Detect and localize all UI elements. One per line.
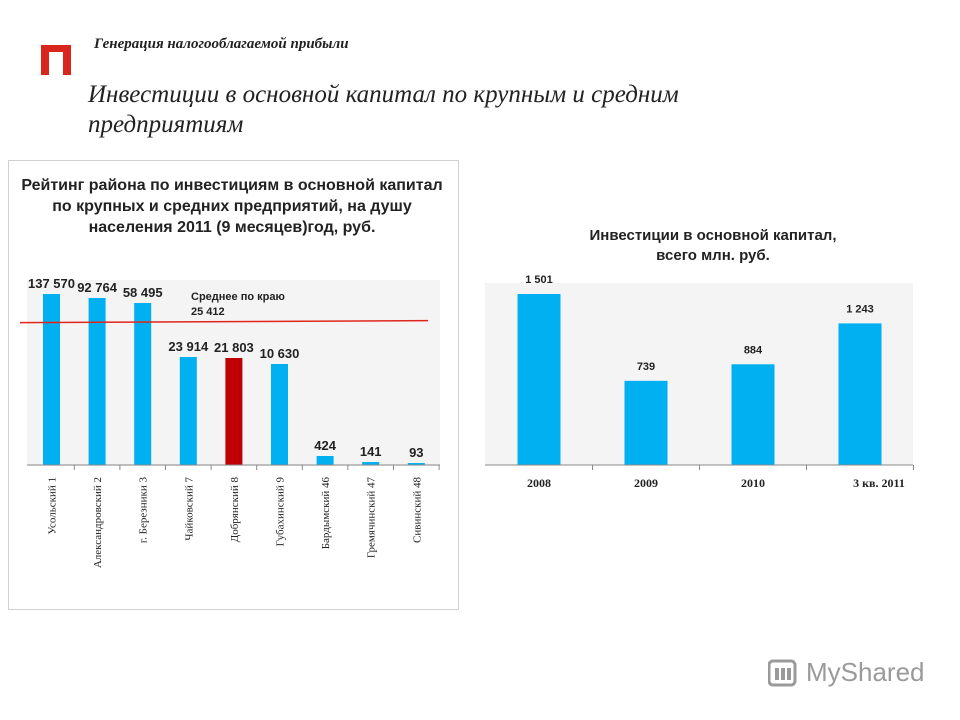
right-bar-value-label: 884 <box>744 344 763 356</box>
left-category-label: Сивинский 48 <box>411 477 423 543</box>
mr-logo-bar-2 <box>781 668 785 680</box>
right-bar-value-label: 1 501 <box>525 274 553 286</box>
left-bar-value-label: 21 803 <box>214 340 254 355</box>
left-bar-value-label: 23 914 <box>168 339 209 354</box>
left-bar <box>362 462 380 465</box>
left-category-label: Усольский 1 <box>47 477 59 534</box>
left-bar-value-label: 58 495 <box>123 285 163 300</box>
right-category-label: 2009 <box>634 476 658 490</box>
mr-logo-box <box>768 659 797 687</box>
right-chart-title-line: Инвестиции в основной капитал, <box>589 227 836 244</box>
left-category-label: Гремячинский 47 <box>366 477 378 559</box>
left-bar <box>43 294 60 465</box>
right-bar-value-label: 1 243 <box>846 303 874 315</box>
left-category-label: Губахинский 9 <box>275 477 287 547</box>
mr-logo-bar-3 <box>787 668 791 680</box>
left-category-label: Бардымский 46 <box>320 477 332 550</box>
right-bar <box>731 364 775 465</box>
left-bar-value-label: 141 <box>360 444 382 459</box>
left-category-label: Добрянский 8 <box>229 477 241 543</box>
right-bar <box>624 380 668 465</box>
right-category-label: 3 кв. 2011 <box>853 476 905 490</box>
left-bar-value-label: 92 764 <box>77 280 118 295</box>
company-logo-icon <box>41 45 71 75</box>
left-chart-title-line: по крупных и средних предприятий, на душ… <box>52 198 412 215</box>
mr-logo-icon <box>768 659 797 687</box>
average-reference-line <box>19 319 429 324</box>
right-bar-value-label: 739 <box>637 361 655 373</box>
average-value-label: 25 412 <box>191 306 225 318</box>
left-chart-title-line: населения 2011 (9 месяцев)год, руб. <box>89 219 376 236</box>
watermark-text: MyShared <box>806 657 925 687</box>
right-bar <box>517 294 561 465</box>
left-bar <box>134 303 152 465</box>
mr-logo-bar-1 <box>775 668 779 680</box>
left-bar <box>407 463 425 465</box>
left-bar-value-label: 10 630 <box>260 346 300 361</box>
header-subtitle: Генерация налогооблагаемой прибыли <box>94 36 349 52</box>
left-category-label: Чайковский 7 <box>183 477 195 541</box>
right-bar <box>838 323 882 465</box>
left-chart-title-line: Рейтинг района по инвестициям в основной… <box>21 177 442 194</box>
left-category-label: г. Березники 3 <box>138 477 150 544</box>
right-chart-title-line: всего млн. руб. <box>656 247 770 264</box>
average-label: Среднее по краю <box>191 291 285 303</box>
left-bar-value-label: 137 570 <box>28 276 75 291</box>
right-category-label: 2010 <box>741 476 765 490</box>
left-category-label: Александровский 2 <box>92 477 104 568</box>
page-title: Инвестиции в основной капитал по крупным… <box>88 81 679 138</box>
logo-shape <box>41 45 71 75</box>
left-bar <box>316 456 334 465</box>
left-bar-value-label: 93 <box>409 445 423 460</box>
left-bar <box>225 358 243 465</box>
left-bar <box>271 364 288 465</box>
right-category-label: 2008 <box>527 476 551 490</box>
left-bar-value-label: 424 <box>314 438 336 453</box>
left-bar <box>88 298 106 465</box>
left-bar <box>179 357 197 465</box>
